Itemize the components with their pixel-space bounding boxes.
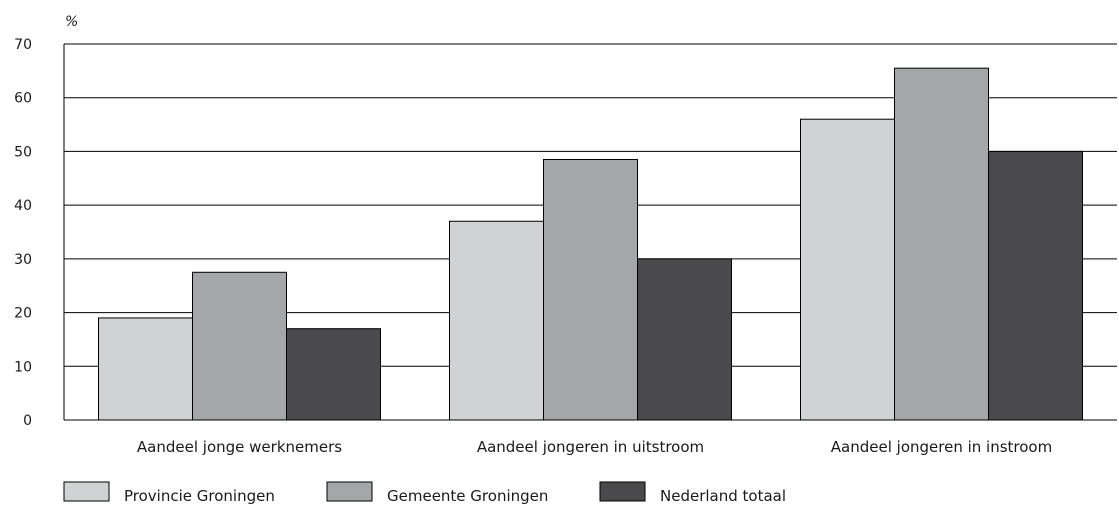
bar-3-3 bbox=[988, 150, 1083, 421]
category-labels: Aandeel jonge werknemers Aandeel jongeren… bbox=[137, 438, 1052, 456]
bar-2-1 bbox=[449, 220, 544, 421]
y-axis-ticks: 0 10 20 30 40 50 60 70 bbox=[14, 37, 32, 429]
legend-swatch-2 bbox=[326, 481, 373, 502]
y-tick-label-50: 50 bbox=[14, 144, 32, 160]
legend-label-1: Provincie Groningen bbox=[124, 487, 275, 505]
category-label-2: Aandeel jongeren in uitstroom bbox=[477, 438, 704, 456]
bar-1-2 bbox=[192, 271, 287, 421]
legend-label-2: Gemeente Groningen bbox=[387, 487, 548, 505]
axes bbox=[63, 44, 1117, 421]
y-tick-label-70: 70 bbox=[14, 37, 32, 53]
y-tick-label-60: 60 bbox=[14, 91, 32, 107]
y-tick-label-20: 20 bbox=[14, 306, 32, 322]
y-tick-label-40: 40 bbox=[14, 198, 32, 214]
legend: Provincie Groningen Gemeente Groningen Ned… bbox=[63, 481, 786, 505]
bar-1-3 bbox=[286, 328, 381, 421]
legend-label-3: Nederland totaal bbox=[660, 487, 786, 505]
bars bbox=[98, 67, 1083, 421]
bar-2-3 bbox=[637, 258, 732, 421]
y-tick-label-10: 10 bbox=[14, 359, 32, 375]
bar-2-2 bbox=[543, 158, 638, 421]
category-label-3: Aandeel jongeren in instroom bbox=[831, 438, 1052, 456]
bar-3-1 bbox=[800, 118, 895, 421]
legend-swatch-3 bbox=[599, 481, 646, 502]
y-axis-unit-label: % bbox=[65, 14, 78, 30]
category-label-1: Aandeel jonge werknemers bbox=[137, 438, 342, 456]
bar-3-2 bbox=[894, 67, 989, 421]
bar-1-1 bbox=[98, 317, 193, 421]
y-tick-label-0: 0 bbox=[23, 413, 32, 429]
y-tick-label-30: 30 bbox=[14, 252, 32, 268]
legend-swatch-1 bbox=[63, 481, 110, 502]
